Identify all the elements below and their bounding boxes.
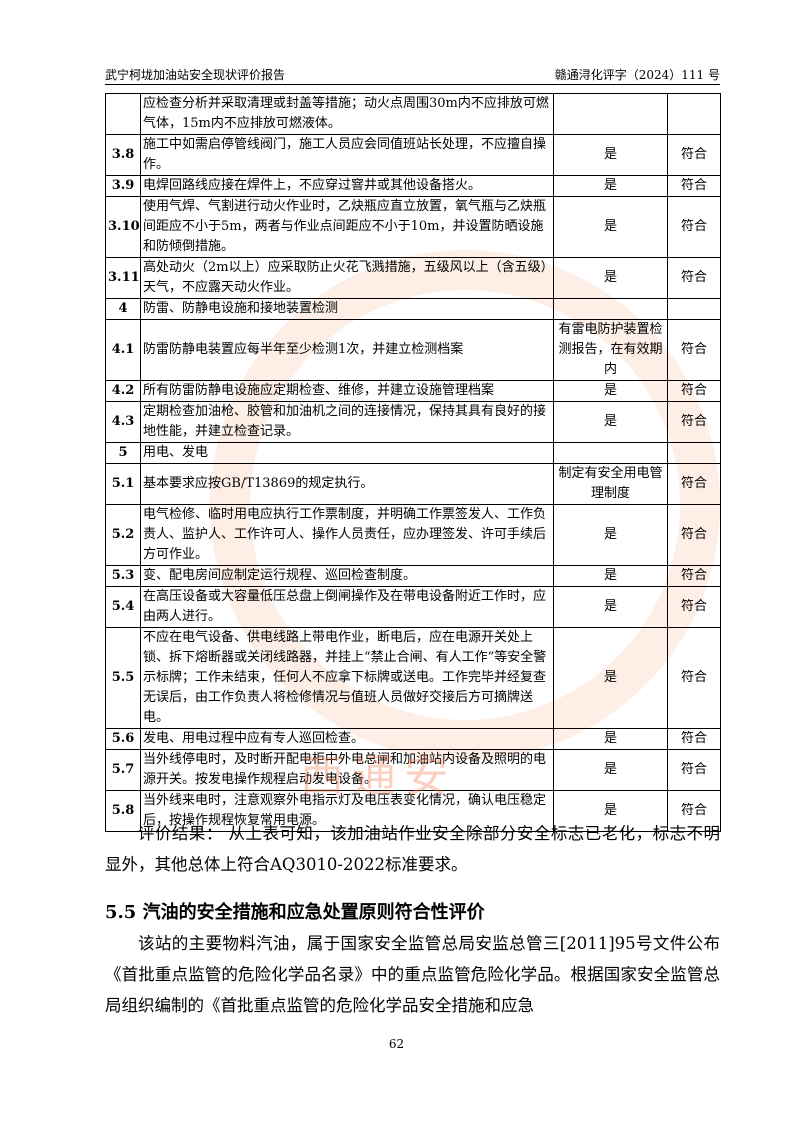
table-row: 4.3 定期检查加油枪、胶管和加油机之间的连接情况，保持其具有良好的接地性能，并建… xyxy=(105,401,721,443)
cell-conclusion: 符合 xyxy=(667,196,721,258)
cell-no: 5.3 xyxy=(105,565,141,587)
cell-conclusion xyxy=(667,442,721,464)
cell-conclusion: 符合 xyxy=(667,586,721,628)
cell-result: 是 xyxy=(553,134,668,176)
cell-conclusion: 符合 xyxy=(667,380,721,402)
cell-conclusion: 符合 xyxy=(667,319,721,381)
cell-result: 是 xyxy=(553,504,668,566)
cell-conclusion: 符合 xyxy=(667,257,721,299)
cell-no: 4.1 xyxy=(105,319,141,381)
page-number: 62 xyxy=(388,1037,405,1051)
table-row: 4 防雷、防静电设施和接地装置检测 xyxy=(105,298,721,320)
cell-no: 5.7 xyxy=(105,749,141,791)
table-row: 3.10 使用气焊、气割进行动火作业时，乙炔瓶应直立放置，氧气瓶与乙炔瓶间距应不小… xyxy=(105,196,721,258)
header-left: 武宁柯垅加油站安全现状评价报告 xyxy=(105,68,286,82)
cell-no: 5.8 xyxy=(105,790,141,832)
cell-no: 3.9 xyxy=(105,175,141,197)
cell-no: 3.10 xyxy=(105,196,141,258)
cell-result: 制定有安全用电管理制度 xyxy=(553,463,668,505)
table-row: 5.3 变、配电房间应制定运行规程、巡回检查制度。是符合 xyxy=(105,565,721,587)
table-row: 5.1 基本要求应按GB/T13869的规定执行。 制定有安全用电管理制度 符合 xyxy=(105,463,721,505)
cell-no: 5 xyxy=(105,442,141,464)
cell-content: 使用气焊、气割进行动火作业时，乙炔瓶应直立放置，氧气瓶与乙炔瓶间距应不小于5m，… xyxy=(140,196,554,258)
table-row: 5.7 当外线停电时，及时断开配电柜中外电总闸和加油站内设备及照明的电源开关。按发… xyxy=(105,749,721,791)
cell-result: 是 xyxy=(553,790,668,832)
cell-conclusion: 符合 xyxy=(667,749,721,791)
cell-conclusion: 符合 xyxy=(667,565,721,587)
paragraph: 评价结果： 从上表可知，该加油站作业安全除部分安全标志已老化，标志不明显外，其他… xyxy=(105,824,720,874)
cell-conclusion: 符合 xyxy=(667,790,721,832)
table-row: 5.2 电气检修、临时用电应执行工作票制度，并明确工作票签发人、工作负责人、监护人… xyxy=(105,504,721,566)
table-row: 3.9 电焊回路线应接在焊件上，不应穿过窨井或其他设备搭火。是符合 xyxy=(105,175,721,197)
cell-conclusion: 符合 xyxy=(667,401,721,443)
cell-no: 4 xyxy=(105,298,141,320)
cell-conclusion xyxy=(667,93,721,135)
cell-result xyxy=(553,93,668,135)
cell-content: 用电、发电 xyxy=(140,442,554,464)
cell-content: 定期检查加油枪、胶管和加油机之间的连接情况，保持其具有良好的接地性能，并建立检查… xyxy=(140,401,554,443)
cell-content: 基本要求应按GB/T13869的规定执行。 xyxy=(140,463,554,505)
header: 武宁柯垅加油站安全现状评价报告 赣通浔化评字（2024）111 号 xyxy=(105,64,720,85)
cell-no: 5.5 xyxy=(105,627,141,729)
watermark: 西通安 xyxy=(300,751,456,802)
cell-result: 是 xyxy=(553,380,668,402)
table: 应检查分析并采取清理或封盖等措施；动火点周围30m内不应排放可燃气体，15m内不… xyxy=(105,93,721,832)
cell-no: 4.2 xyxy=(105,380,141,402)
cell-result xyxy=(553,442,668,464)
cell-content: 防雷、防静电设施和接地装置检测 xyxy=(140,298,554,320)
cell-result: 是 xyxy=(553,627,668,729)
table-row: 应检查分析并采取清理或封盖等措施；动火点周围30m内不应排放可燃气体，15m内不… xyxy=(105,93,721,135)
cell-result: 是 xyxy=(553,749,668,791)
cell-content: 应检查分析并采取清理或封盖等措施；动火点周围30m内不应排放可燃气体，15m内不… xyxy=(140,93,554,135)
cell-conclusion: 符合 xyxy=(667,463,721,505)
cell-result: 有雷电防护装置检测报告，在有效期内 xyxy=(553,319,668,381)
table-row: 3.8 施工中如需启停管线阀门，施工人员应会同值班站长处理，不应擅自操作。是符合 xyxy=(105,134,721,176)
cell-conclusion: 符合 xyxy=(667,504,721,566)
cell-content: 电气检修、临时用电应执行工作票制度，并明确工作票签发人、工作负责人、监护人、工作… xyxy=(140,504,554,566)
cell-conclusion: 符合 xyxy=(667,134,721,176)
cell-result xyxy=(553,298,668,320)
cell-conclusion xyxy=(667,298,721,320)
cell-conclusion: 符合 xyxy=(667,728,721,750)
cell-no xyxy=(105,93,141,135)
cell-conclusion: 符合 xyxy=(667,175,721,197)
cell-result: 是 xyxy=(553,586,668,628)
table-row: 4.2 所有防雷防静电设施应定期检查、维修，并建立设施管理档案是符合 xyxy=(105,380,721,402)
cell-no: 5.6 xyxy=(105,728,141,750)
cell-content: 在高压设备或大容量低压总盘上倒闸操作及在带电设备附近工作时，应由两人进行。 xyxy=(140,586,554,628)
paragraph: 该站的主要物料汽油，属于国家安全监管总局安监总管三[2011]95号文件公布《首… xyxy=(105,934,720,1015)
cell-result: 是 xyxy=(553,196,668,258)
table-row: 5.5 不应在电气设备、供电线路上带电作业，断电后，应在电源开关处上锁、拆下熔断器… xyxy=(105,627,721,729)
cell-content: 防雷防静电装置应每半年至少检测1次，并建立检测档案 xyxy=(140,319,554,381)
cell-no: 5.2 xyxy=(105,504,141,566)
header-right: 赣通浔化评字（2024）111 号 xyxy=(554,68,720,82)
cell-content: 当外线停电时，及时断开配电柜中外电总闸和加油站内设备及照明的电源开关。按发电操作… xyxy=(140,749,554,791)
table-row: 5 用电、发电 xyxy=(105,442,721,464)
cell-no: 5.1 xyxy=(105,463,141,505)
cell-content: 高处动火（2m以上）应采取防止火花飞溅措施，五级风以上（含五级）天气，不应露天动… xyxy=(140,257,554,299)
cell-content: 当外线来电时，注意观察外电指示灯及电压表变化情况，确认电压稳定后，按操作规程恢复… xyxy=(140,790,554,832)
cell-content: 所有防雷防静电设施应定期检查、维修，并建立设施管理档案 xyxy=(140,380,554,402)
table-row: 5.8 当外线来电时，注意观察外电指示灯及电压表变化情况，确认电压稳定后，按操作规… xyxy=(105,790,721,832)
cell-content: 不应在电气设备、供电线路上带电作业，断电后，应在电源开关处上锁、拆下熔断器或关闭… xyxy=(140,627,554,729)
cell-no: 3.11 xyxy=(105,257,141,299)
cell-content: 电焊回路线应接在焊件上，不应穿过窨井或其他设备搭火。 xyxy=(140,175,554,197)
cell-result: 是 xyxy=(553,175,668,197)
cell-content: 变、配电房间应制定运行规程、巡回检查制度。 xyxy=(140,565,554,587)
cell-result: 是 xyxy=(553,565,668,587)
cell-result: 是 xyxy=(553,257,668,299)
section-heading: 5.5 汽油的安全措施和应急处置原则符合性评价 xyxy=(105,902,485,923)
cell-content: 施工中如需启停管线阀门，施工人员应会同值班站长处理，不应擅自操作。 xyxy=(140,134,554,176)
cell-no: 3.8 xyxy=(105,134,141,176)
cell-result: 是 xyxy=(553,401,668,443)
cell-result: 是 xyxy=(553,728,668,750)
cell-no: 4.3 xyxy=(105,401,141,443)
table-row: 5.4 在高压设备或大容量低压总盘上倒闸操作及在带电设备附近工作时，应由两人进行。… xyxy=(105,586,721,628)
table-row: 4.1 防雷防静电装置应每半年至少检测1次，并建立检测档案 有雷电防护装置检测报告，… xyxy=(105,319,721,381)
cell-no: 5.4 xyxy=(105,586,141,628)
cell-conclusion: 符合 xyxy=(667,627,721,729)
table-row: 3.11 高处动火（2m以上）应采取防止火花飞溅措施，五级风以上（含五级）天气，不… xyxy=(105,257,721,299)
